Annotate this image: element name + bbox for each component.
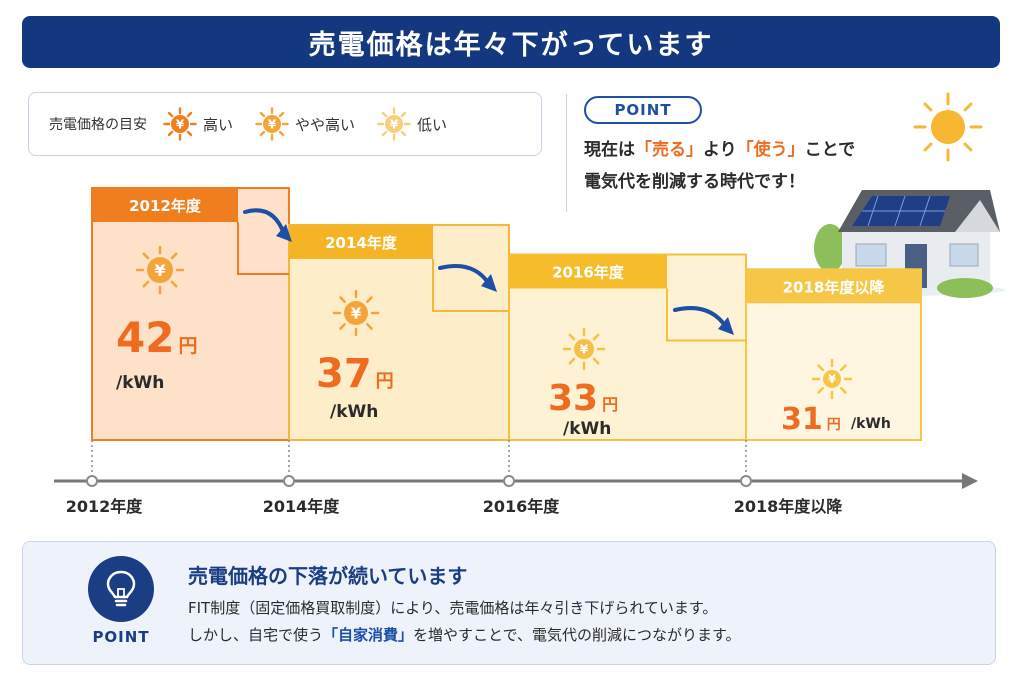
summary-point-label: POINT	[92, 628, 150, 646]
yen-symbol: ¥	[580, 342, 589, 357]
step-connector	[666, 288, 746, 342]
yen-sun-medium-icon: ¥	[255, 107, 289, 141]
svg-text:¥: ¥	[268, 118, 277, 132]
price-unit-label: /kWh	[330, 402, 378, 422]
yen-sun-ray	[839, 364, 847, 372]
legend-label-low: 低い	[417, 115, 448, 134]
yen-sun-ray	[568, 333, 576, 341]
period-tab	[746, 269, 921, 304]
yen-sun-low-icon: ¥	[377, 107, 411, 141]
summary-heading: 売電価格の下落が続いています	[188, 564, 468, 588]
svg-text:¥: ¥	[176, 118, 185, 132]
period-tab-label: 2012年度	[129, 197, 202, 215]
yen-sun-ray	[339, 296, 346, 303]
price-unit-label: /kWh	[563, 419, 611, 439]
sun-illustration-icon	[913, 92, 983, 162]
timeline-tick	[503, 475, 515, 487]
timeline-tick-label: 2016年度	[483, 497, 561, 516]
yen-symbol: ¥	[154, 261, 166, 280]
summary-line-2: しかし、自宅で使う「自家消費」を増やすことで、電気代の削減につながります。	[188, 626, 741, 644]
legend-item-medium: ¥ やや高い	[255, 107, 355, 141]
point-message-line1: 現在は「売る」より「使う」ことで	[584, 140, 856, 160]
yen-sun-icon	[344, 301, 368, 325]
yen-sun-ray	[142, 252, 150, 260]
price-unit-label: /kWh	[116, 373, 164, 393]
yen-sun-ray	[366, 323, 373, 330]
legend-item-low: ¥ 低い	[377, 107, 447, 141]
price-value-label: 37 円	[316, 351, 394, 397]
yen-sun-icon	[147, 257, 173, 283]
yen-sun-ray	[568, 357, 576, 365]
price-value-label: 42 円	[116, 313, 197, 362]
yen-sun-ray	[142, 280, 150, 288]
page-title-bar: 売電価格は年々下がっています	[22, 16, 1000, 68]
period-tab	[509, 254, 667, 289]
summary-panel	[22, 541, 996, 665]
price-legend: 売電価格の目安 ¥ 高い ¥ やや高い	[28, 92, 542, 156]
point-message-line2: 電気代を削減する時代です！	[584, 172, 805, 192]
price-unit-label: /kWh	[851, 416, 891, 432]
yen-symbol: ¥	[828, 373, 836, 386]
period-tab	[92, 188, 238, 222]
yen-symbol: ¥	[351, 304, 362, 322]
timeline-tick-label: 2014年度	[263, 497, 341, 516]
step-connector	[432, 258, 509, 312]
yen-sun-ray	[366, 296, 373, 303]
yen-sun-ray	[170, 252, 178, 260]
period-tab-label: 2016年度	[552, 264, 625, 282]
yen-sun-ray	[817, 386, 825, 394]
yen-sun-ray	[339, 323, 346, 330]
timeline-tick	[283, 475, 295, 487]
period-tab	[289, 224, 433, 259]
price-bar-2014年度	[288, 223, 510, 441]
point-divider	[566, 94, 567, 212]
price-bar-2012年度	[91, 187, 290, 441]
page-title: 売電価格は年々下がっています	[308, 29, 714, 61]
legend-title: 売電価格の目安	[49, 117, 147, 133]
trend-arrowhead-icon	[718, 317, 734, 335]
legend-label-high: 高い	[203, 115, 234, 134]
price-value-label: 33 円	[548, 378, 618, 419]
lightbulb-icon	[106, 570, 136, 607]
timeline-tick-label: 2018年度以降	[734, 497, 844, 516]
trend-arrowhead-icon	[481, 274, 497, 292]
point-message: 現在は「売る」より「使う」ことで 電気代を削減する時代です！	[584, 134, 914, 198]
yen-sun-icon	[574, 339, 594, 359]
summary-line-1: FIT制度（固定価格買取制度）により、売電価格は年々引き下げられています。	[188, 599, 718, 617]
yen-sun-high-icon: ¥	[163, 107, 197, 141]
legend-label-medium: やや高い	[295, 115, 356, 134]
yen-sun-ray	[817, 364, 825, 372]
yen-sun-ray	[839, 386, 847, 394]
svg-text:¥: ¥	[390, 118, 399, 132]
timeline-arrowhead-icon	[962, 473, 978, 489]
period-tab-label: 2018年度以降	[783, 278, 886, 296]
legend-item-high: ¥ 高い	[163, 107, 233, 141]
price-step-chart: 2012年度 2014年度 2016年度 2018年度以降 ¥ ¥ ¥ ¥42 円/kWh 37 円…	[54, 92, 1005, 516]
yen-sun-ray	[170, 280, 178, 288]
step-connector	[237, 222, 289, 275]
price-value-label: 31 円	[781, 402, 841, 437]
timeline-tick	[740, 475, 752, 487]
yen-sun-icon	[823, 370, 841, 388]
timeline-tick	[86, 475, 98, 487]
point-badge: POINT	[584, 96, 702, 124]
yen-sun-ray	[592, 333, 600, 341]
lightbulb-badge	[88, 556, 154, 622]
yen-sun-ray	[592, 357, 600, 365]
trend-arrowhead-icon	[276, 224, 292, 242]
timeline-tick-label: 2012年度	[66, 497, 144, 516]
period-tab-label: 2014年度	[325, 234, 398, 252]
